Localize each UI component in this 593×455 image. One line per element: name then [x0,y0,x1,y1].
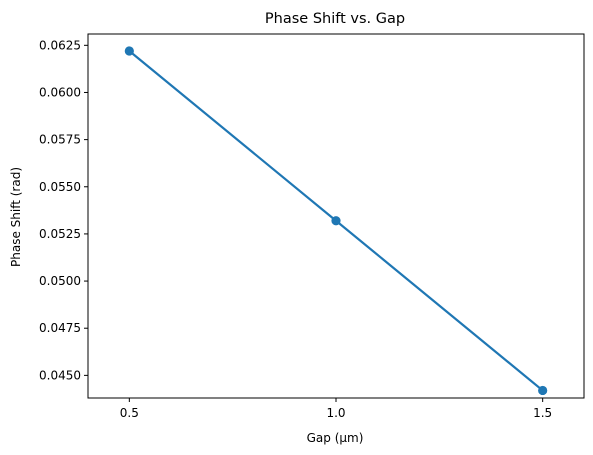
x-tick-label: 1.0 [326,406,345,420]
y-tick-label: 0.0600 [39,85,81,99]
y-axis-label: Phase Shift (rad) [9,167,23,267]
y-tick-label: 0.0500 [39,274,81,288]
y-tick-label: 0.0575 [39,133,81,147]
y-tick-label: 0.0525 [39,227,81,241]
x-tick-label: 0.5 [120,406,139,420]
x-tick-label: 1.5 [533,406,552,420]
data-point [538,385,548,396]
chart-title: Phase Shift vs. Gap [265,11,405,27]
y-tick-label: 0.0450 [39,368,81,382]
y-tick-label: 0.0625 [39,38,81,52]
data-point [124,46,134,56]
y-tick-label: 0.0475 [39,321,81,335]
plot-area: 0.5 1.0 1.5 0.0450 0.0475 0.0500 0.0525 0.0550 0… [39,33,585,420]
x-axis-label: Gap (µm) [307,431,364,445]
data-point [331,216,341,226]
y-tick-label: 0.0550 [39,180,81,194]
